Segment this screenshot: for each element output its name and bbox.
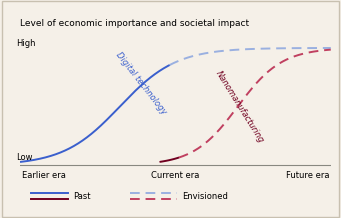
Text: Level of economic importance and societal impact: Level of economic importance and societa…: [20, 19, 250, 28]
Text: High: High: [16, 39, 35, 48]
Text: Future era: Future era: [286, 171, 329, 180]
Text: Past: Past: [73, 192, 91, 201]
Text: Earlier era: Earlier era: [22, 171, 66, 180]
Text: Current era: Current era: [151, 171, 200, 180]
Text: Low: Low: [16, 153, 32, 162]
Text: Nanomanufacturing: Nanomanufacturing: [213, 69, 265, 144]
Text: Envisioned: Envisioned: [182, 192, 228, 201]
Text: Digital technology: Digital technology: [114, 50, 168, 116]
